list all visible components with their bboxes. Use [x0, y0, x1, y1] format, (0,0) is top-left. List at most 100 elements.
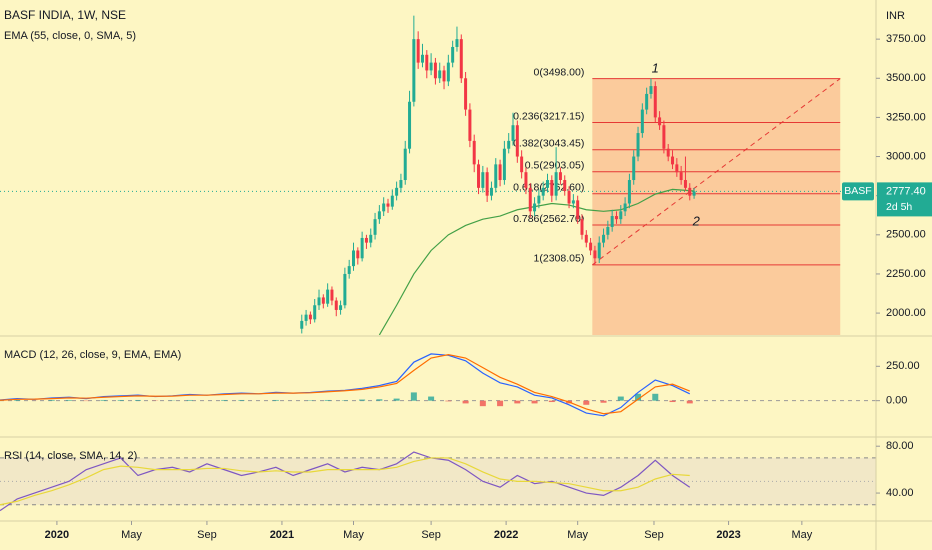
symbol-label: BASF: [844, 185, 871, 197]
histogram-bar: [117, 399, 124, 401]
candle-body: [408, 101, 412, 149]
macd-panel: [0, 353, 876, 417]
candle-body: [468, 109, 472, 141]
histogram-bar: [100, 399, 107, 401]
candle-body: [485, 172, 489, 196]
rsi-title: RSI (14, close, SMA, 14, 2): [4, 450, 137, 462]
candle-body: [671, 156, 675, 165]
indicator-label: EMA (55, close, 0, SMA, 5): [4, 30, 136, 42]
indicator-line: [0, 353, 690, 415]
candle-body: [326, 289, 330, 304]
candle-body: [455, 39, 459, 47]
x-tick-label: Sep: [197, 529, 217, 541]
annotation: 1: [652, 60, 659, 75]
candle-body: [339, 305, 343, 310]
candle-body: [614, 216, 618, 220]
candle-body: [364, 237, 368, 243]
candle-body: [520, 156, 524, 173]
histogram-bar: [48, 399, 55, 401]
x-tick-label: May: [121, 529, 142, 541]
y-tick-label: 3250.00: [886, 111, 926, 123]
histogram-bar: [600, 400, 607, 403]
histogram-bar: [462, 400, 469, 404]
indicator-line: [0, 457, 690, 506]
x-tick-label: Sep: [421, 529, 441, 541]
histogram-bar: [376, 399, 383, 401]
histogram-bar: [359, 399, 366, 401]
candle-body: [632, 156, 636, 181]
candle-body: [602, 234, 606, 243]
candle-body: [416, 39, 420, 63]
candle-body: [343, 273, 347, 306]
y-tick-label: 2250.00: [886, 268, 926, 280]
histogram-bar: [445, 400, 452, 402]
rsi-band: [0, 457, 876, 505]
macd-title: MACD (12, 26, close, 9, EMA, EMA): [4, 349, 181, 361]
y-tick-label: 3500.00: [886, 72, 926, 84]
histogram-bar: [531, 400, 538, 404]
candle-body: [464, 78, 468, 110]
candle-body: [640, 109, 644, 134]
candle-body: [369, 234, 373, 243]
histogram-bar: [324, 399, 331, 401]
x-tick-label: 2023: [716, 529, 740, 541]
y-tick-label: 250.00: [886, 360, 920, 372]
x-tick-label: Sep: [644, 529, 664, 541]
annotation: 2: [692, 214, 701, 229]
candle-body: [304, 314, 308, 321]
candle-body: [399, 180, 403, 188]
candle-body: [666, 148, 670, 157]
candle-body: [442, 70, 446, 82]
histogram-bar: [134, 399, 141, 401]
x-tick-label: 2020: [45, 529, 69, 541]
candle-body: [515, 125, 519, 157]
candle-body: [459, 39, 463, 79]
candle-body: [593, 250, 597, 259]
trend-line: [592, 78, 841, 266]
candle-body: [541, 187, 545, 196]
candle-body: [446, 62, 450, 82]
candle-body: [317, 297, 321, 306]
candle-body: [477, 164, 481, 188]
histogram-bar: [514, 400, 521, 404]
candle-body: [627, 180, 631, 204]
candle-body: [533, 203, 537, 212]
candle-body: [546, 180, 549, 188]
candle-body: [619, 211, 623, 220]
candle-body: [597, 242, 601, 259]
candle-body: [390, 195, 394, 207]
price-panel: 0(3498.00) 0.236(3217.15) 0.382(3043.45) 0.…: [0, 15, 876, 335]
x-tick-label: May: [791, 529, 812, 541]
histogram-bar: [410, 392, 417, 401]
candle-body: [395, 187, 399, 196]
fib-label: 1(2308.05): [534, 253, 585, 265]
x-tick-label: May: [343, 529, 364, 541]
candle-body: [472, 140, 476, 165]
candle-body: [382, 203, 386, 212]
histogram-bar: [617, 396, 624, 401]
candle-body: [580, 219, 584, 235]
candle-body: [420, 54, 424, 63]
candle-body: [550, 180, 554, 196]
candle-body: [692, 191, 696, 196]
candle-body: [425, 54, 429, 71]
symbol-badge: [842, 182, 874, 201]
candle-body: [679, 172, 683, 181]
candle-body: [412, 39, 416, 102]
candle-body: [554, 172, 558, 196]
candle-body: [528, 187, 532, 212]
candle-body: [636, 133, 640, 157]
candle-body: [386, 203, 390, 207]
candle-body: [649, 86, 653, 94]
candle-body: [313, 305, 317, 320]
candle-body: [658, 117, 662, 126]
histogram-bar: [548, 400, 555, 403]
fib-box: [592, 78, 841, 335]
candle-body: [675, 164, 679, 173]
y-tick-label: 2000.00: [886, 307, 926, 319]
x-tick-label: 2022: [494, 529, 518, 541]
candle-body: [558, 172, 562, 181]
